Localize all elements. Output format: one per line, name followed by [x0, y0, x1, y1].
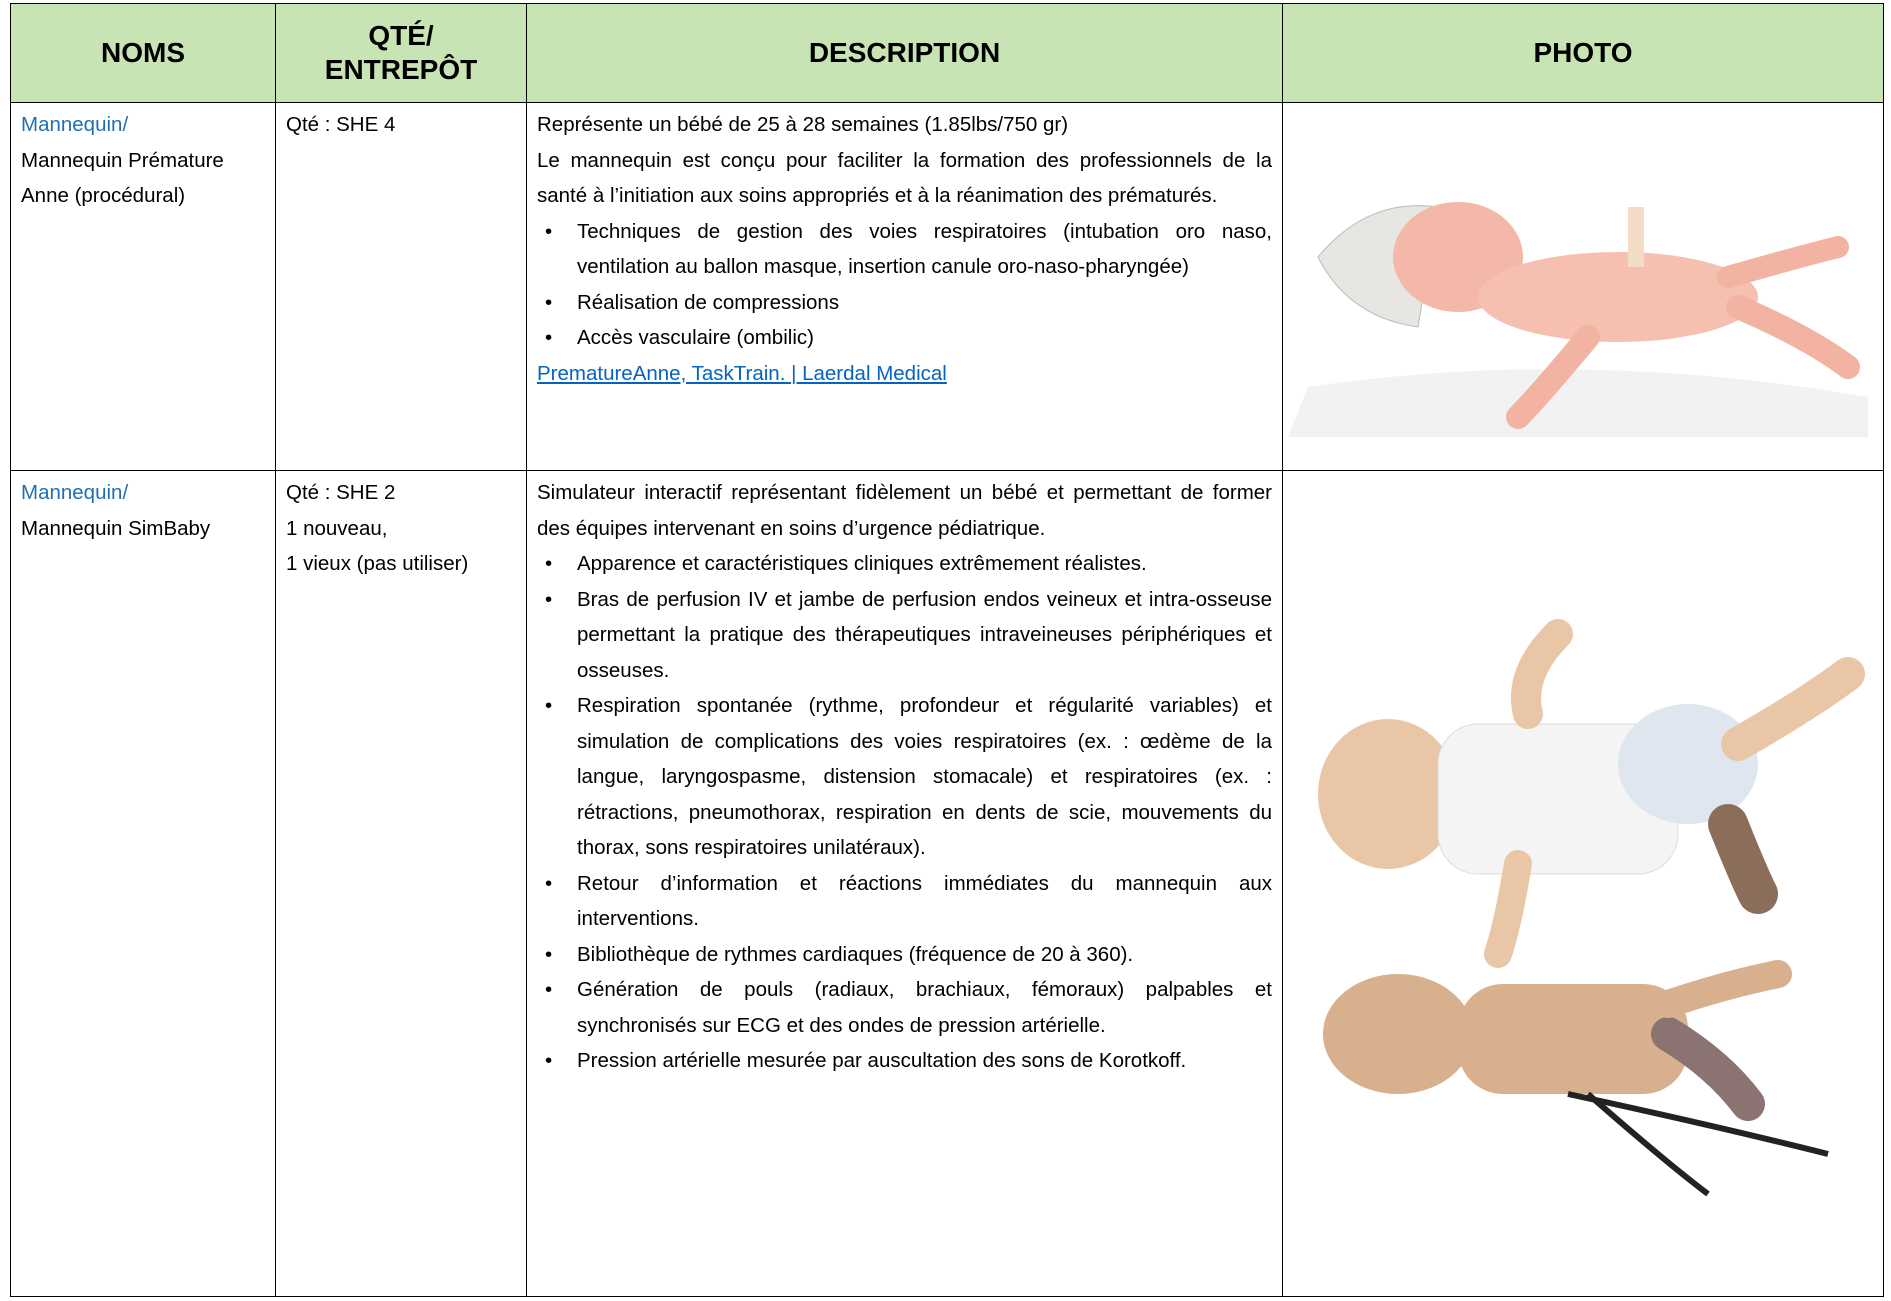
product-link[interactable]: PrematureAnne, TaskTrain. | Laerdal Medi… — [537, 361, 947, 385]
bullet-list: Techniques de gestion des voies respirat… — [537, 214, 1272, 356]
photo-cell — [1282, 470, 1884, 1297]
name-cell: Mannequin/Mannequin SimBaby — [10, 470, 276, 1297]
bullet-item: Techniques de gestion des voies respirat… — [545, 214, 1272, 285]
bullet-item: Bibliothèque de rythmes cardiaques (fréq… — [545, 937, 1272, 973]
qty-line: 1 nouveau, — [286, 516, 388, 540]
bullet-item: Respiration spontanée (rythme, profondeu… — [545, 688, 1272, 866]
description-text: Représente un bébé de 25 à 28 semaines (… — [537, 113, 1069, 136]
link-line: PrematureAnne, TaskTrain. | Laerdal Medi… — [537, 356, 1272, 392]
bullet-item: Génération de pouls (radiaux, brachiaux,… — [545, 972, 1272, 1043]
bullet-item: Accès vasculaire (ombilic) — [545, 320, 1272, 356]
bullet-item: Retour d’information et réactions immédi… — [545, 866, 1272, 937]
header-cell: NOMS — [10, 3, 276, 103]
qty-line: Qté : SHE 2 — [286, 481, 396, 504]
description-cell: Représente un bébé de 25 à 28 semaines (… — [526, 102, 1283, 471]
description-text: Simulateur interactif représentant fidèl… — [537, 481, 1272, 540]
equipment-table: NOMS QTÉ/ ENTREPÔT DESCRIPTION PHOTO Man… — [10, 3, 1884, 1297]
qty-line: Qté : SHE 4 — [286, 113, 396, 136]
table-body: Mannequin/Mannequin Prémature Anne (proc… — [10, 102, 1884, 1297]
photo-simbaby — [1288, 563, 1878, 1204]
photo-premature-anne — [1288, 136, 1878, 437]
qty-cell: Qté : SHE 4 — [275, 102, 527, 471]
bullet-item: Apparence et caractéristiques cliniques … — [545, 546, 1272, 582]
bullet-item: Réalisation de compressions — [545, 285, 1272, 321]
header-row: NOMS QTÉ/ ENTREPÔT DESCRIPTION PHOTO — [10, 3, 1884, 103]
bullet-item: Pression artérielle mesurée par ausculta… — [545, 1043, 1272, 1079]
category: Mannequin/ — [21, 481, 129, 504]
name-cell: Mannequin/Mannequin Prémature Anne (proc… — [10, 102, 276, 471]
table-row: Mannequin/Mannequin Prémature Anne (proc… — [10, 102, 1884, 471]
description-text: Le mannequin est conçu pour faciliter la… — [537, 148, 1272, 208]
category: Mannequin/ — [21, 113, 129, 136]
photo-cell — [1282, 102, 1884, 471]
table-row: Mannequin/Mannequin SimBaby Qté : SHE 2 1 … — [10, 470, 1884, 1297]
header-cell: QTÉ/ ENTREPÔT — [275, 3, 527, 103]
qty-line: 1 vieux (pas utiliser) — [286, 552, 469, 575]
bullet-item: Bras de perfusion IV et jambe de perfusi… — [545, 582, 1272, 689]
description-cell: Simulateur interactif représentant fidèl… — [526, 470, 1283, 1297]
item-name: Mannequin Prémature Anne (procédural) — [21, 148, 224, 208]
item-name: Mannequin SimBaby — [21, 516, 211, 540]
header-cell: PHOTO — [1282, 3, 1884, 103]
qty-cell: Qté : SHE 2 1 nouveau, 1 vieux (pas utilis… — [275, 470, 527, 1297]
bullet-list: Apparence et caractéristiques cliniques … — [537, 546, 1272, 1079]
header-cell: DESCRIPTION — [526, 3, 1283, 103]
